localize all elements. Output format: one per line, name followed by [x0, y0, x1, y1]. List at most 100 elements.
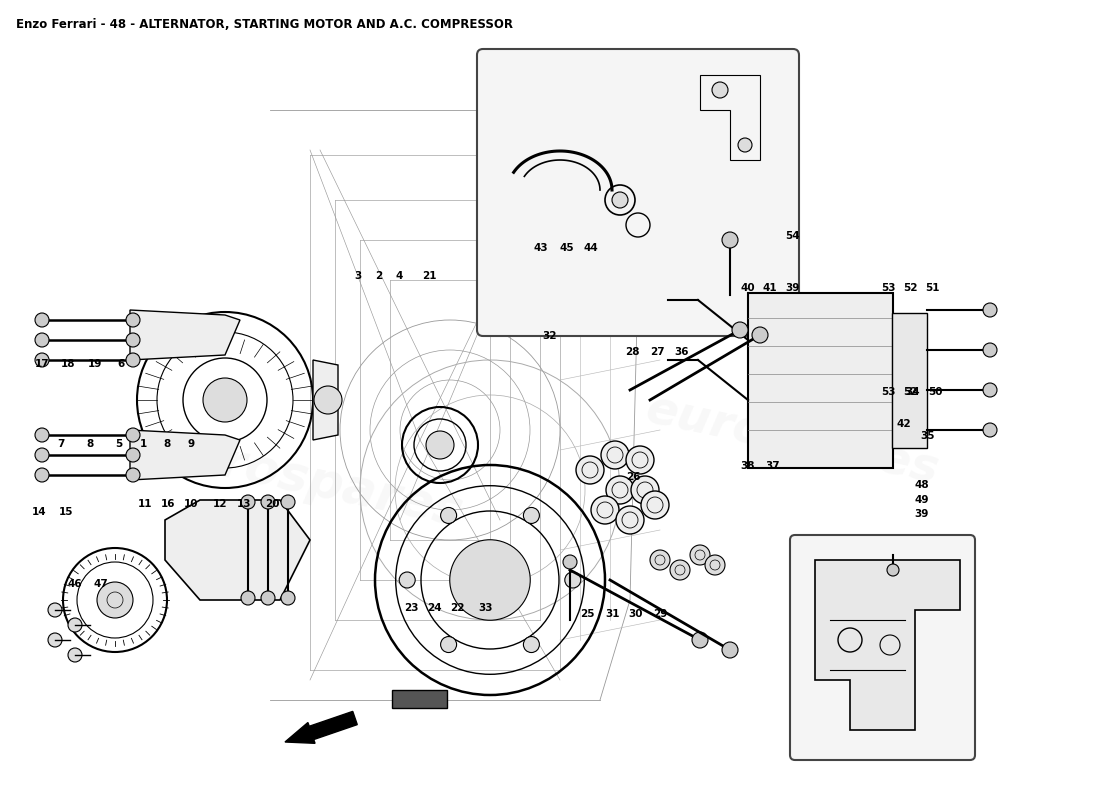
Text: 28: 28	[625, 347, 640, 357]
Circle shape	[450, 540, 530, 620]
Text: 46: 46	[67, 579, 82, 589]
Circle shape	[441, 637, 456, 653]
Text: 19: 19	[87, 359, 102, 369]
FancyBboxPatch shape	[790, 535, 975, 760]
Circle shape	[722, 232, 738, 248]
Text: 21: 21	[421, 271, 437, 281]
Text: 33: 33	[477, 603, 493, 613]
Circle shape	[68, 648, 82, 662]
Bar	[392, 690, 447, 708]
Text: 44: 44	[583, 243, 598, 253]
Text: 40: 40	[740, 283, 756, 293]
Text: 54: 54	[784, 231, 800, 241]
Polygon shape	[165, 500, 310, 600]
Text: 31: 31	[605, 610, 620, 619]
Text: 34: 34	[905, 387, 921, 397]
Text: 49: 49	[914, 495, 929, 505]
Polygon shape	[815, 560, 960, 730]
Text: 52: 52	[903, 387, 918, 397]
Text: 18: 18	[60, 359, 76, 369]
Text: 5: 5	[116, 439, 122, 449]
Text: Enzo Ferrari - 48 - ALTERNATOR, STARTING MOTOR AND A.C. COMPRESSOR: Enzo Ferrari - 48 - ALTERNATOR, STARTING…	[16, 18, 513, 31]
Text: 42: 42	[896, 419, 912, 429]
Circle shape	[48, 603, 62, 617]
Text: 47: 47	[94, 579, 109, 589]
Circle shape	[35, 313, 50, 327]
Text: 32: 32	[542, 331, 558, 341]
Circle shape	[35, 428, 50, 442]
Circle shape	[48, 633, 62, 647]
Text: 10: 10	[184, 499, 199, 509]
Circle shape	[204, 378, 248, 422]
Circle shape	[35, 448, 50, 462]
Circle shape	[261, 591, 275, 605]
Text: 8: 8	[164, 439, 170, 449]
Text: 1: 1	[140, 439, 146, 449]
Circle shape	[983, 383, 997, 397]
Circle shape	[524, 507, 539, 523]
Text: 22: 22	[450, 603, 465, 613]
Circle shape	[399, 572, 415, 588]
Text: 37: 37	[764, 461, 780, 470]
Bar	[892, 313, 927, 448]
Circle shape	[97, 582, 133, 618]
FancyBboxPatch shape	[477, 49, 799, 336]
Circle shape	[126, 448, 140, 462]
Circle shape	[126, 428, 140, 442]
Circle shape	[887, 564, 899, 576]
Text: 2: 2	[375, 271, 382, 281]
Text: 9: 9	[188, 439, 195, 449]
Text: 13: 13	[236, 499, 252, 509]
Circle shape	[983, 423, 997, 437]
Polygon shape	[130, 310, 240, 360]
Circle shape	[752, 327, 768, 343]
Circle shape	[606, 476, 634, 504]
Text: 35: 35	[920, 431, 935, 441]
Circle shape	[712, 82, 728, 98]
Polygon shape	[130, 430, 240, 480]
Circle shape	[35, 353, 50, 367]
Polygon shape	[314, 360, 338, 440]
Text: 29: 29	[652, 610, 668, 619]
Text: 4: 4	[396, 271, 403, 281]
Circle shape	[705, 555, 725, 575]
Circle shape	[563, 555, 578, 569]
Text: 38: 38	[740, 461, 756, 470]
Circle shape	[692, 632, 708, 648]
Text: 53: 53	[881, 387, 896, 397]
Text: 43: 43	[534, 243, 549, 253]
Circle shape	[126, 313, 140, 327]
Text: 26: 26	[626, 472, 641, 482]
Circle shape	[612, 192, 628, 208]
Circle shape	[126, 333, 140, 347]
Circle shape	[601, 441, 629, 469]
Text: 25: 25	[580, 610, 595, 619]
Text: 48: 48	[914, 480, 929, 490]
Circle shape	[126, 353, 140, 367]
Circle shape	[280, 495, 295, 509]
Text: 14: 14	[32, 507, 47, 517]
Text: 16: 16	[161, 499, 176, 509]
Text: 15: 15	[58, 507, 74, 517]
Text: 3: 3	[354, 271, 361, 281]
Circle shape	[68, 618, 82, 632]
Text: 45: 45	[559, 243, 574, 253]
Circle shape	[314, 386, 342, 414]
Bar	[748, 293, 893, 468]
Circle shape	[241, 591, 255, 605]
Circle shape	[690, 545, 710, 565]
Circle shape	[441, 507, 456, 523]
Text: 39: 39	[914, 510, 929, 519]
Circle shape	[241, 495, 255, 509]
Circle shape	[983, 343, 997, 357]
Circle shape	[280, 591, 295, 605]
Text: 52: 52	[903, 283, 918, 293]
Circle shape	[722, 642, 738, 658]
Text: 6: 6	[118, 359, 124, 369]
Text: 41: 41	[762, 283, 778, 293]
Text: 17: 17	[34, 359, 50, 369]
Circle shape	[670, 560, 690, 580]
Text: 36: 36	[674, 347, 690, 357]
Text: 8: 8	[87, 439, 94, 449]
Circle shape	[732, 322, 748, 338]
